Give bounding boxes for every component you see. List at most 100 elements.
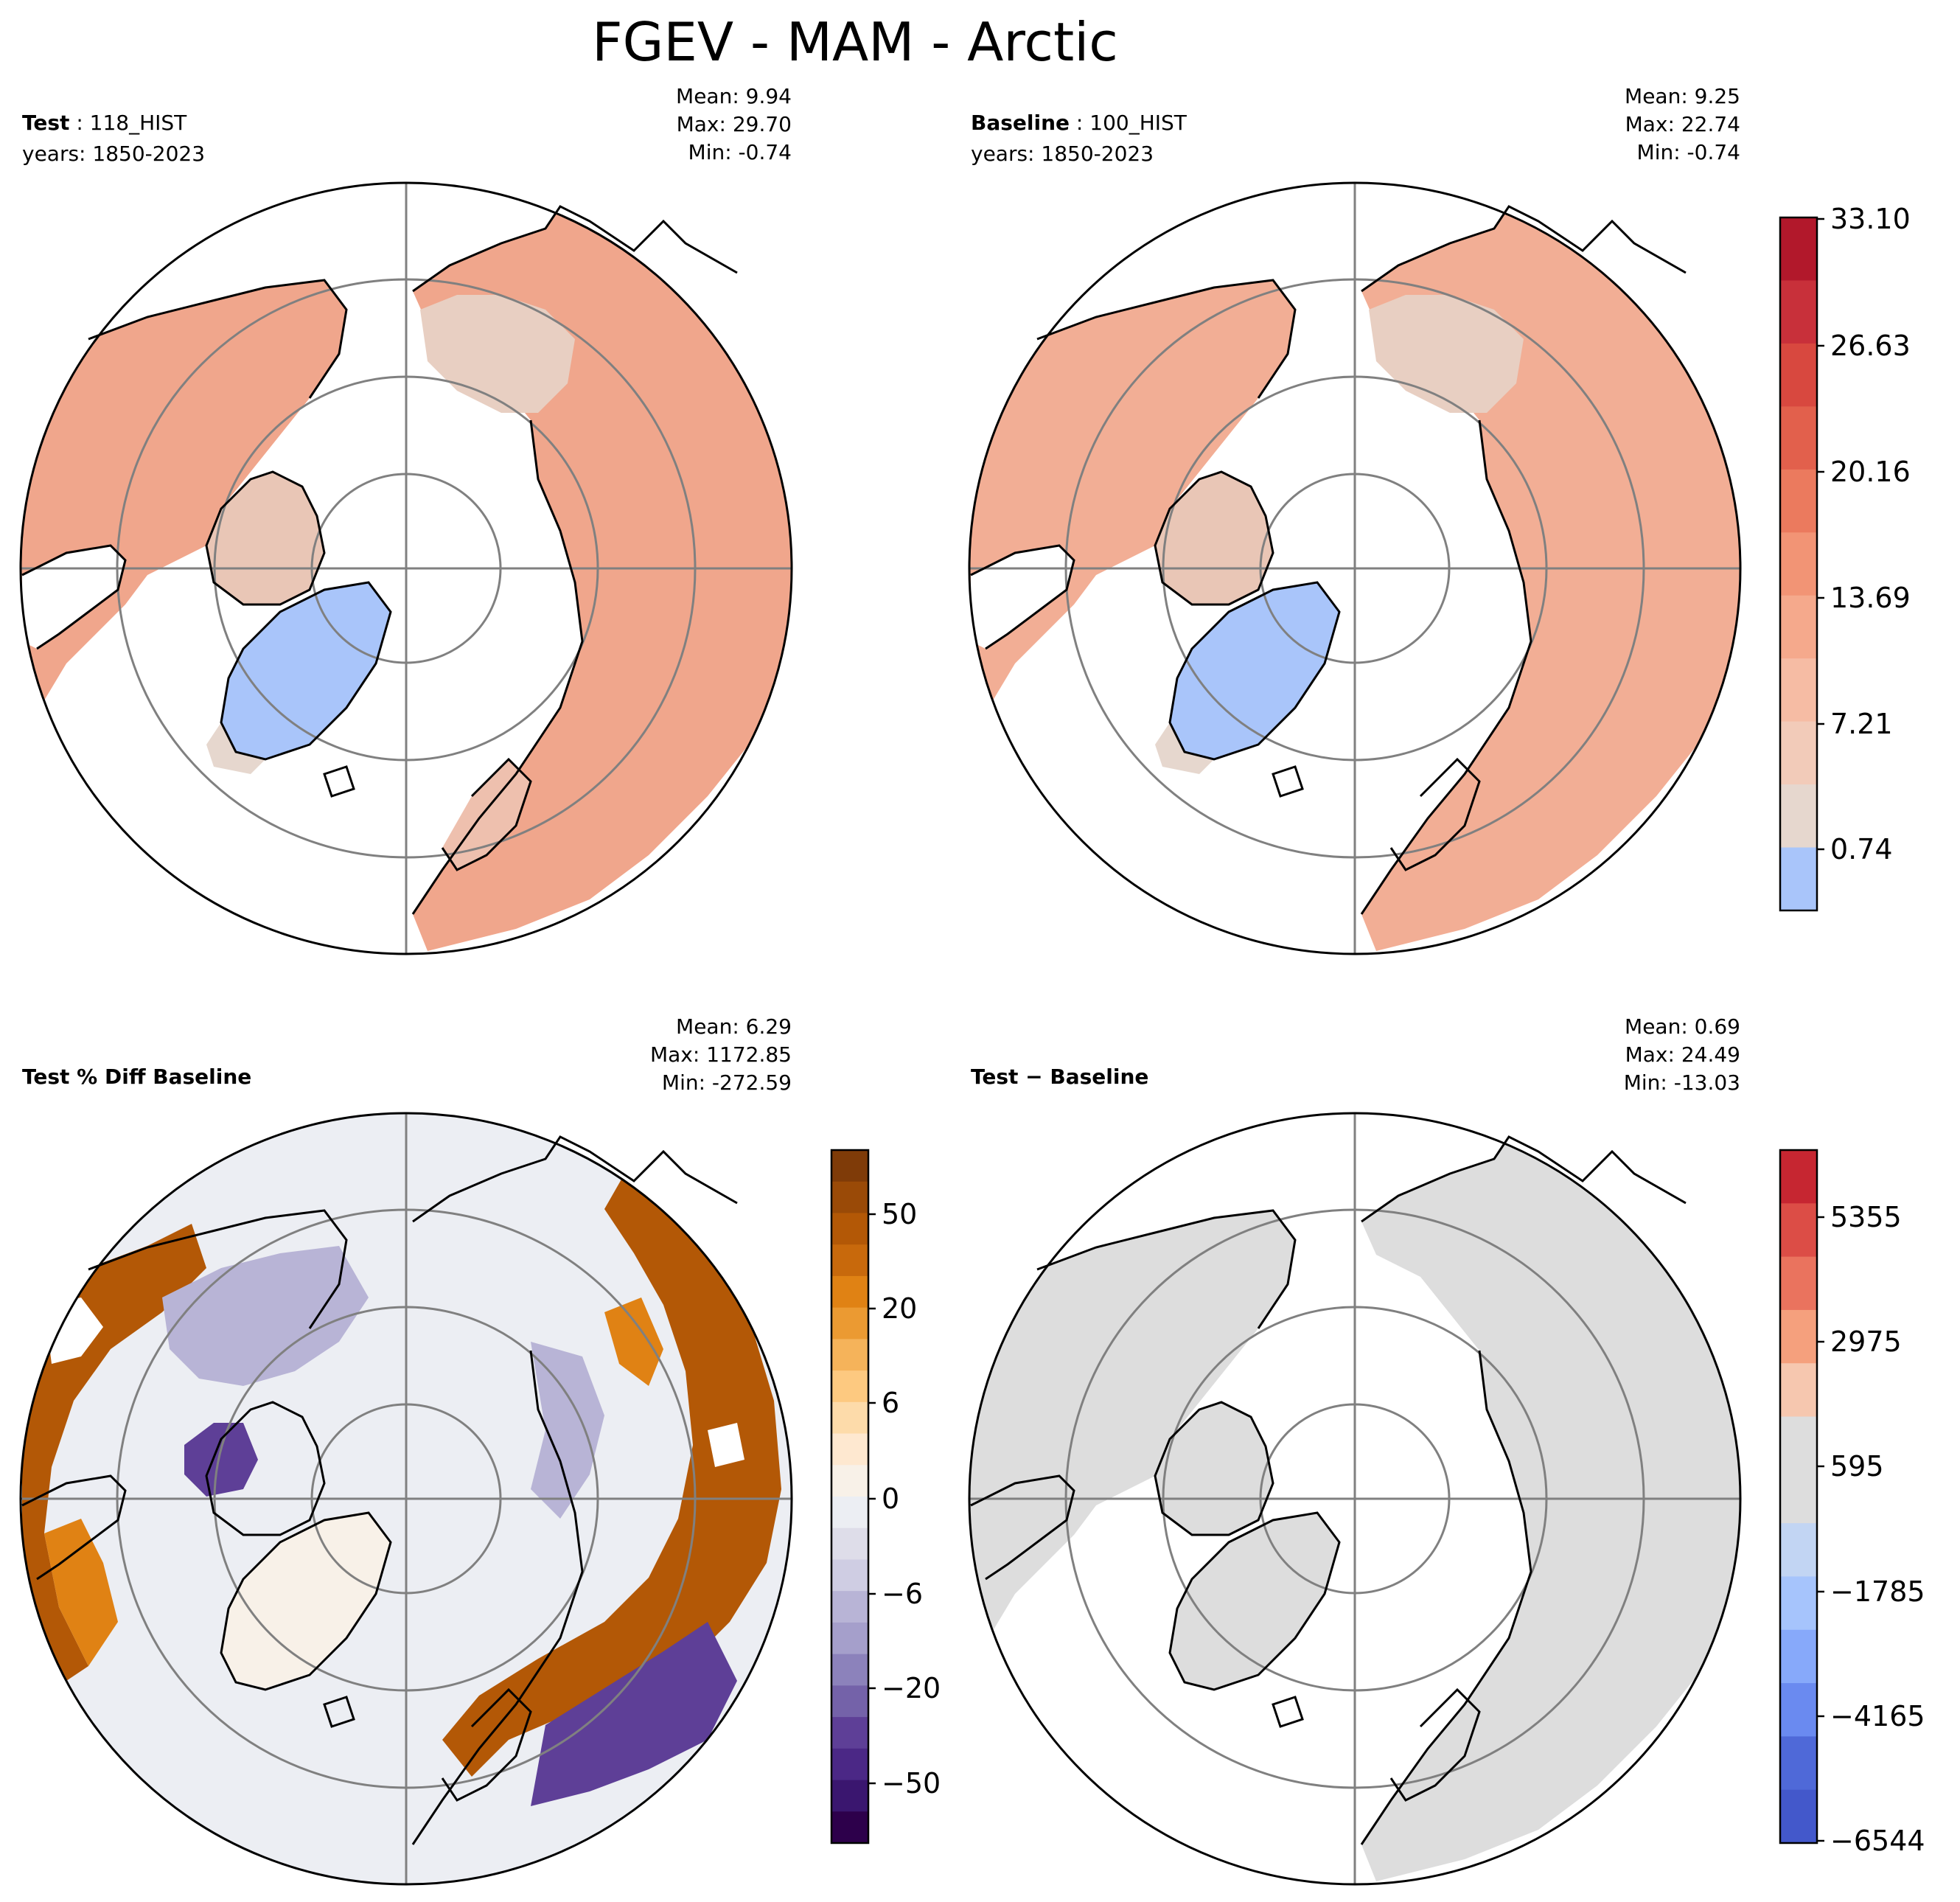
stat-mean: Mean: 9.94 [676, 84, 792, 108]
stat-mean: Mean: 9.25 [1625, 84, 1740, 108]
band-orange-east [604, 1297, 663, 1386]
map-grid [21, 1113, 792, 1884]
colorbar-segment [831, 1559, 868, 1592]
colorbar-frame [830, 1149, 870, 1844]
colorbar-segment [1780, 847, 1817, 911]
colorbar-segment [1780, 1736, 1817, 1791]
colorbar-tick-label: 5355 [1830, 1201, 1902, 1233]
colorbar-tick-label: 7.21 [1830, 708, 1893, 740]
colorbar-segment [831, 1433, 868, 1466]
panel-years: years: 1850-2023 [971, 142, 1154, 166]
land-eurasia [1361, 1137, 1740, 1881]
land-north-america [21, 280, 346, 774]
colorbar-segment [1780, 784, 1817, 849]
colorbar-tick-label: 2975 [1830, 1326, 1902, 1358]
coastlines [970, 205, 1687, 915]
map-frame [19, 1112, 793, 1886]
colorbar-tick-label: −6 [882, 1578, 923, 1610]
colorbar-segment [831, 1275, 868, 1309]
colorbar-tick-label: 13.69 [1830, 582, 1911, 614]
band-purple-canada [184, 1423, 258, 1497]
colorbar-segment [1780, 1203, 1817, 1258]
colorbar-tick-label: 50 [882, 1198, 917, 1230]
colorbar-segment [1780, 469, 1817, 533]
colorbar-segment [1780, 1523, 1817, 1578]
stat-min: Min: -272.59 [662, 1070, 792, 1095]
colorbar-segment [1780, 217, 1817, 282]
stat-min: Min: -0.74 [1637, 140, 1740, 164]
stat-mean: Mean: 0.69 [1625, 1014, 1740, 1039]
colorbar-segment [831, 1497, 868, 1529]
colorbar-frame [1779, 216, 1818, 912]
colorbar-segment [831, 1591, 868, 1623]
colorbar-segment [831, 1181, 868, 1214]
land-greenland [221, 582, 391, 759]
colorbar-segment [1780, 1256, 1817, 1311]
colorbar-segment [1780, 721, 1817, 785]
band-white-east [708, 1423, 744, 1467]
colorbar-tick-label: −50 [882, 1767, 941, 1800]
panel-test: Test : 118_HIST years: 1850-2023 Mean: 9… [19, 84, 793, 955]
colorbar-tick-label: 20 [882, 1292, 917, 1325]
colorbar-segment [1780, 1469, 1817, 1524]
map-grid [21, 183, 792, 954]
map-grid [969, 1113, 1740, 1884]
land-greenland [1170, 582, 1339, 759]
colorbar-segment [831, 1654, 868, 1686]
stat-max: Max: 1172.85 [650, 1042, 792, 1067]
colorbar-percent-diff: 50 20 6 0 −6 −20 −50 [830, 1149, 941, 1844]
colorbar-frame [1779, 1149, 1818, 1844]
colorbar-segment [1780, 406, 1817, 470]
panel-years: years: 1850-2023 [22, 142, 205, 166]
stat-max: Max: 22.74 [1625, 112, 1740, 136]
colorbar-tick-label: 6 [882, 1387, 899, 1419]
colorbar-tick-label: −4165 [1830, 1700, 1925, 1732]
colorbar-segment [831, 1401, 868, 1435]
band-brown-east [442, 1157, 781, 1777]
colorbar-tick-label: 595 [1830, 1450, 1884, 1483]
colorbar-segment [831, 1465, 868, 1497]
colorbar-tick-label: 33.10 [1830, 203, 1911, 235]
colorbar-difference: 5355 2975 595 −1785 −4165 −6544 [1779, 1149, 1925, 1857]
map-grid [969, 183, 1740, 954]
colorbar-segment [1780, 1683, 1817, 1737]
panel-label: Baseline : 100_HIST [971, 111, 1187, 135]
colorbar-segment [831, 1748, 868, 1781]
land-north-america [969, 280, 1295, 774]
land-greenland-margin [1155, 722, 1214, 774]
colorbar-tick-label: −20 [882, 1672, 941, 1704]
coastlines [21, 205, 738, 915]
land-alaska-blank [971, 546, 1074, 649]
coastlines [970, 1135, 1687, 1845]
band-lavender-east [531, 1342, 604, 1519]
panel-label: Test − Baseline [971, 1065, 1148, 1089]
colorbar-segment [831, 1339, 868, 1371]
land-greenland [1170, 1513, 1339, 1690]
land-greenland-margin [206, 722, 265, 774]
colorbar-tick-label: −1785 [1830, 1575, 1925, 1608]
colorbar-segment [831, 1811, 868, 1844]
band-orange-west [44, 1519, 118, 1666]
colorbar-segment [831, 1370, 868, 1403]
panel-pct-diff: Test % Diff Baseline Mean: 6.29 Max: 117… [19, 1014, 793, 1886]
stat-max: Max: 24.49 [1625, 1042, 1740, 1067]
colorbar-segment [831, 1685, 868, 1718]
colorbar-segment [1780, 658, 1817, 722]
panel-baseline: Baseline : 100_HIST years: 1850-2023 Mea… [968, 84, 1742, 955]
colorbar-segment [1780, 280, 1817, 344]
colorbar-tick-label: −6544 [1830, 1825, 1925, 1857]
map-frame [968, 1112, 1742, 1886]
colorbar-tick-label: 26.63 [1830, 330, 1911, 362]
land-alaska-blank [22, 546, 125, 649]
colorbar-segment [831, 1527, 868, 1561]
land-scandinavia-light [442, 759, 531, 870]
land-canadian-islands [206, 472, 324, 605]
coastlines [21, 1135, 738, 1845]
panel-label: Test % Diff Baseline [22, 1065, 251, 1089]
colorbar-segment [1780, 532, 1817, 596]
colorbar-segment [1780, 1363, 1817, 1418]
colorbar-segment [831, 1307, 868, 1340]
colorbar-tick-label: 0.74 [1830, 833, 1893, 865]
stat-max: Max: 29.70 [677, 112, 792, 136]
colorbar-tick-label: 0 [882, 1483, 899, 1515]
